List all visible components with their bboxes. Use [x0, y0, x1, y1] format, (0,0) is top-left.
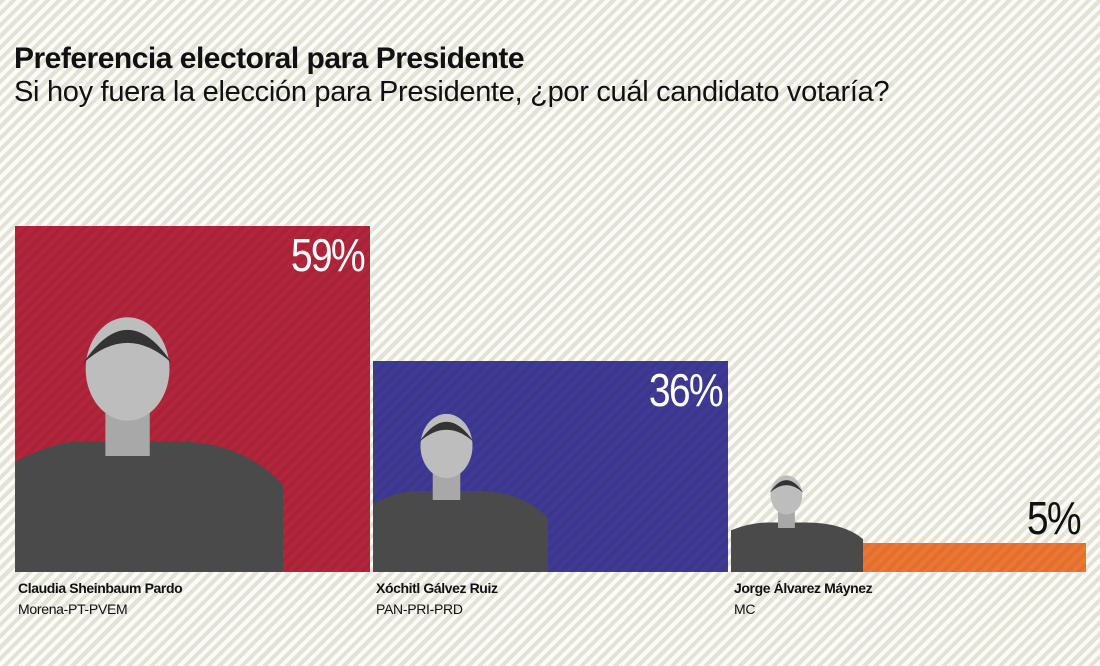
data-label: 5%: [1026, 491, 1082, 544]
candidate-party: MC: [734, 601, 756, 617]
candidate-party: Morena-PT-PVEM: [18, 601, 128, 617]
chart-subtitle: Si hoy fuera la elección para Presidente…: [14, 76, 890, 108]
candidate-party: PAN-PRI-PRD: [376, 601, 463, 617]
candidate-photo: [15, 317, 283, 572]
chart-title: Preferencia electoral para Presidente: [14, 42, 525, 75]
candidate-photo: [731, 475, 863, 572]
candidate-photo: [373, 413, 548, 572]
candidate-name: Xóchitl Gálvez Ruiz: [376, 580, 498, 596]
data-label: 36%: [648, 363, 724, 416]
candidate-name: Claudia Sheinbaum Pardo: [18, 580, 183, 596]
data-label: 59%: [290, 229, 366, 281]
candidate-name: Jorge Álvarez Máynez: [734, 580, 873, 596]
